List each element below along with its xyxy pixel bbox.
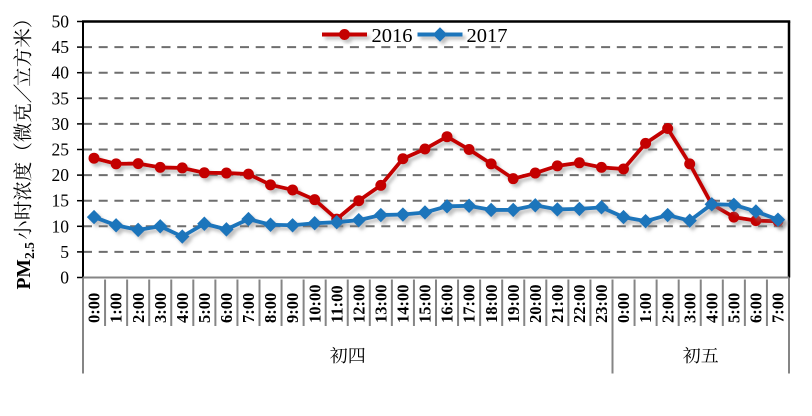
svg-text:20: 20 <box>52 165 70 185</box>
svg-text:8:00: 8:00 <box>261 293 280 323</box>
svg-text:2017: 2017 <box>467 25 508 47</box>
svg-text:35: 35 <box>52 88 70 108</box>
svg-text:30: 30 <box>52 114 70 134</box>
svg-text:0: 0 <box>60 268 69 288</box>
svg-text:1:00: 1:00 <box>107 293 126 323</box>
svg-text:10:00: 10:00 <box>305 285 324 324</box>
svg-text:13:00: 13:00 <box>371 285 390 324</box>
svg-text:15: 15 <box>52 191 70 211</box>
svg-text:15:00: 15:00 <box>416 285 435 324</box>
svg-text:12:00: 12:00 <box>349 285 368 324</box>
svg-text:25: 25 <box>52 140 70 160</box>
svg-text:7:00: 7:00 <box>769 293 788 323</box>
svg-text:45: 45 <box>52 37 70 57</box>
svg-text:5:00: 5:00 <box>724 293 743 323</box>
svg-text:22:00: 22:00 <box>570 285 589 324</box>
svg-text:2016: 2016 <box>372 25 413 47</box>
svg-text:6:00: 6:00 <box>217 293 236 323</box>
svg-text:16:00: 16:00 <box>438 285 457 324</box>
svg-text:19:00: 19:00 <box>504 285 523 324</box>
svg-text:50: 50 <box>52 12 70 32</box>
svg-text:18:00: 18:00 <box>482 285 501 324</box>
svg-text:14:00: 14:00 <box>394 285 413 324</box>
svg-text:11:00: 11:00 <box>327 285 346 323</box>
svg-text:2:00: 2:00 <box>129 293 148 323</box>
svg-text:40: 40 <box>52 63 70 83</box>
svg-text:20:00: 20:00 <box>526 285 545 324</box>
svg-text:1:00: 1:00 <box>636 293 655 323</box>
svg-text:3:00: 3:00 <box>151 293 170 323</box>
svg-text:6:00: 6:00 <box>747 293 766 323</box>
svg-text:PM: PM <box>14 259 35 289</box>
svg-text:4:00: 4:00 <box>702 293 721 323</box>
svg-text:7:00: 7:00 <box>239 293 258 323</box>
svg-text:10: 10 <box>52 216 70 236</box>
svg-text:0:00: 0:00 <box>614 293 633 323</box>
svg-text:0:00: 0:00 <box>85 293 104 323</box>
svg-text:2.5: 2.5 <box>22 242 37 259</box>
svg-text:9:00: 9:00 <box>283 293 302 323</box>
svg-text:21:00: 21:00 <box>548 285 567 324</box>
svg-text:5: 5 <box>60 242 69 262</box>
svg-text:5:00: 5:00 <box>195 293 214 323</box>
svg-text:4:00: 4:00 <box>173 293 192 323</box>
svg-text:23:00: 23:00 <box>592 285 611 324</box>
svg-text:17:00: 17:00 <box>460 285 479 324</box>
svg-text:2:00: 2:00 <box>658 293 677 323</box>
svg-text:3:00: 3:00 <box>680 293 699 323</box>
